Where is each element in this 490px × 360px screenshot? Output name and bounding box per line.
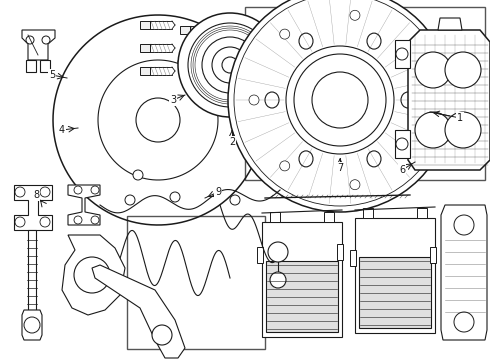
Polygon shape — [180, 49, 190, 57]
Circle shape — [286, 46, 394, 154]
Polygon shape — [140, 44, 150, 52]
Circle shape — [454, 312, 474, 332]
Text: 1: 1 — [457, 113, 463, 123]
Polygon shape — [324, 212, 334, 222]
Circle shape — [222, 57, 238, 73]
Ellipse shape — [367, 151, 381, 167]
Polygon shape — [266, 261, 338, 332]
Circle shape — [26, 36, 34, 44]
Circle shape — [91, 216, 99, 224]
Polygon shape — [438, 18, 462, 30]
Text: 8: 8 — [33, 190, 39, 200]
Text: 5: 5 — [49, 70, 55, 80]
Circle shape — [415, 52, 451, 88]
Polygon shape — [337, 244, 343, 260]
Circle shape — [15, 217, 25, 227]
Circle shape — [454, 215, 474, 235]
Circle shape — [350, 10, 360, 20]
Circle shape — [280, 161, 290, 171]
Text: 4: 4 — [59, 125, 65, 135]
Polygon shape — [270, 212, 280, 222]
Circle shape — [280, 29, 290, 39]
Polygon shape — [350, 250, 356, 266]
Circle shape — [202, 37, 258, 93]
Polygon shape — [22, 30, 55, 60]
Circle shape — [74, 186, 82, 194]
Polygon shape — [441, 205, 487, 340]
Ellipse shape — [401, 92, 415, 108]
Ellipse shape — [367, 33, 381, 49]
Circle shape — [136, 98, 180, 142]
Ellipse shape — [299, 151, 313, 167]
Circle shape — [42, 36, 50, 44]
Circle shape — [445, 112, 481, 148]
Text: 7: 7 — [337, 163, 343, 173]
Polygon shape — [257, 247, 263, 263]
Polygon shape — [180, 26, 190, 34]
Circle shape — [230, 195, 240, 205]
Circle shape — [178, 57, 188, 67]
Circle shape — [24, 317, 40, 333]
Polygon shape — [26, 60, 36, 72]
Polygon shape — [62, 235, 125, 315]
Polygon shape — [417, 208, 427, 218]
Circle shape — [270, 272, 286, 288]
Polygon shape — [363, 208, 373, 218]
Circle shape — [415, 112, 451, 148]
Circle shape — [312, 72, 368, 128]
Circle shape — [74, 216, 82, 224]
Polygon shape — [68, 185, 100, 225]
Polygon shape — [430, 247, 436, 263]
Bar — [245, 7, 485, 180]
Circle shape — [15, 187, 25, 197]
Polygon shape — [180, 72, 190, 80]
Text: 2: 2 — [229, 137, 235, 147]
Circle shape — [396, 48, 408, 60]
Circle shape — [212, 47, 248, 83]
Polygon shape — [395, 130, 410, 158]
Circle shape — [228, 0, 452, 212]
Polygon shape — [92, 265, 185, 358]
Polygon shape — [262, 222, 342, 337]
Text: 6: 6 — [399, 165, 405, 175]
Ellipse shape — [265, 92, 279, 108]
Circle shape — [188, 23, 272, 107]
Circle shape — [445, 52, 481, 88]
Circle shape — [40, 187, 50, 197]
Circle shape — [410, 138, 419, 148]
Polygon shape — [355, 218, 435, 333]
Circle shape — [249, 95, 259, 105]
Circle shape — [133, 170, 143, 180]
Circle shape — [396, 138, 408, 150]
Circle shape — [125, 195, 135, 205]
Polygon shape — [408, 30, 490, 170]
Circle shape — [350, 180, 360, 190]
Text: 3: 3 — [170, 95, 176, 105]
Polygon shape — [28, 230, 36, 310]
Polygon shape — [40, 60, 50, 72]
Circle shape — [74, 257, 110, 293]
Circle shape — [170, 192, 180, 202]
Circle shape — [178, 13, 282, 117]
Circle shape — [268, 242, 288, 262]
Polygon shape — [140, 21, 150, 29]
Polygon shape — [22, 310, 42, 340]
Polygon shape — [14, 185, 52, 230]
Bar — [127, 216, 265, 349]
Polygon shape — [140, 67, 150, 75]
Circle shape — [294, 54, 386, 146]
Polygon shape — [359, 257, 431, 328]
Polygon shape — [395, 40, 410, 68]
Circle shape — [40, 217, 50, 227]
Circle shape — [91, 186, 99, 194]
Ellipse shape — [299, 33, 313, 49]
Circle shape — [152, 325, 172, 345]
Text: 9: 9 — [215, 187, 221, 197]
